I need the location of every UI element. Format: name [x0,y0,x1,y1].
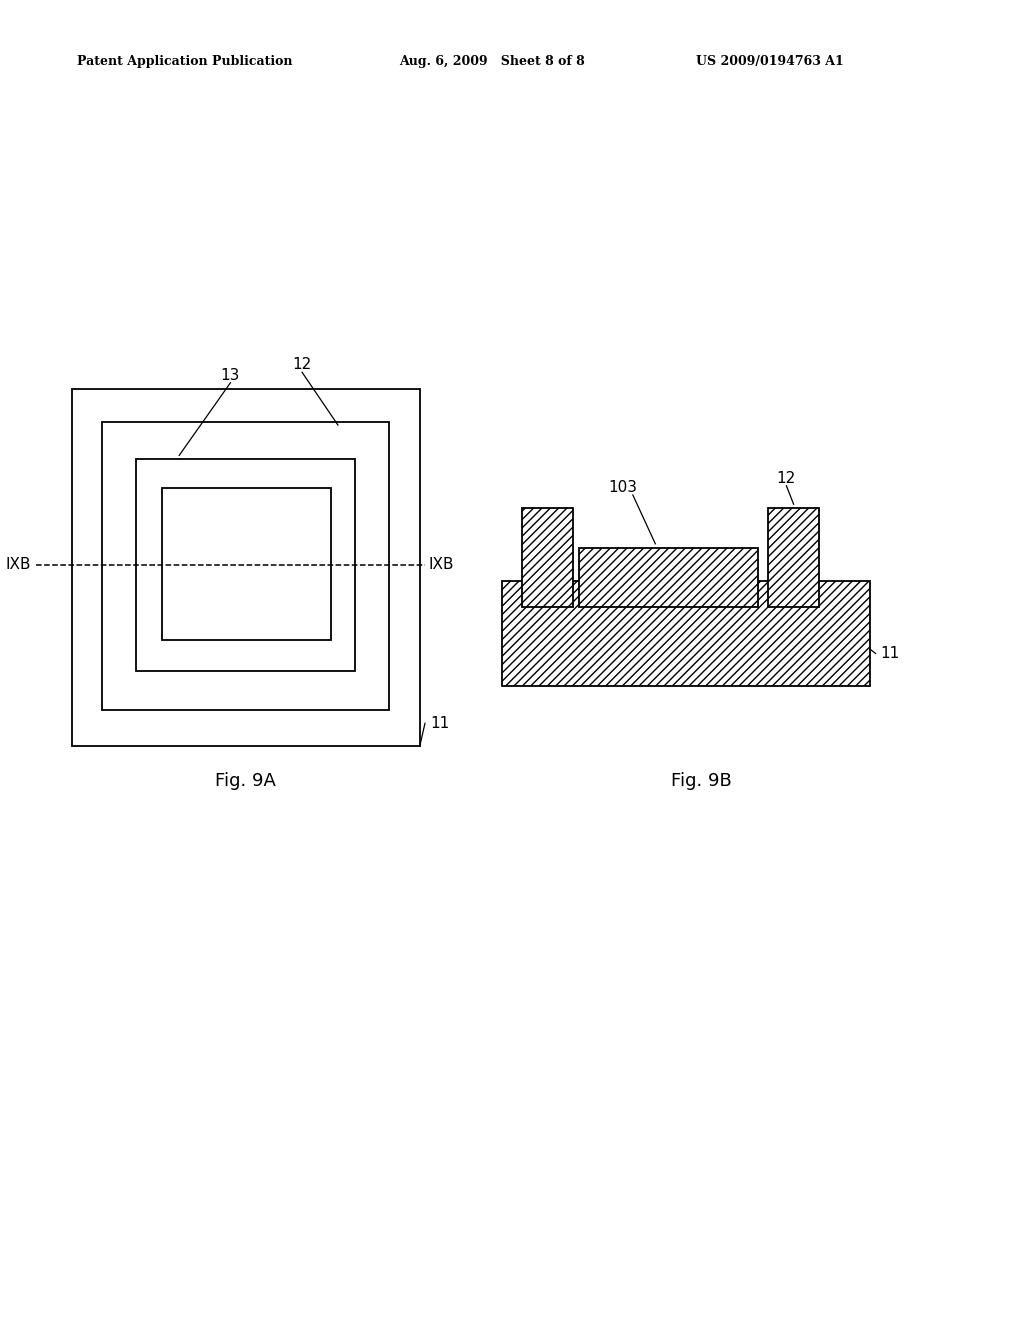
Text: Patent Application Publication: Patent Application Publication [77,55,292,69]
Text: 11: 11 [881,645,900,661]
Text: Fig. 9B: Fig. 9B [671,772,732,791]
Text: 12: 12 [777,471,796,486]
Text: Aug. 6, 2009   Sheet 8 of 8: Aug. 6, 2009 Sheet 8 of 8 [399,55,585,69]
Bar [72,389,420,746]
Bar [579,548,758,607]
Bar [136,459,355,671]
Bar [502,581,870,686]
Bar [102,422,389,710]
Text: 103: 103 [608,480,637,495]
Text: 13: 13 [221,368,240,383]
Bar [522,508,573,607]
Text: Fig. 9A: Fig. 9A [215,772,276,791]
Text: IXB: IXB [428,557,454,573]
Bar [768,508,819,607]
Text: 11: 11 [430,715,450,731]
Text: 12: 12 [293,358,311,372]
Bar [162,488,331,640]
Text: IXB: IXB [5,557,31,573]
Text: US 2009/0194763 A1: US 2009/0194763 A1 [696,55,844,69]
